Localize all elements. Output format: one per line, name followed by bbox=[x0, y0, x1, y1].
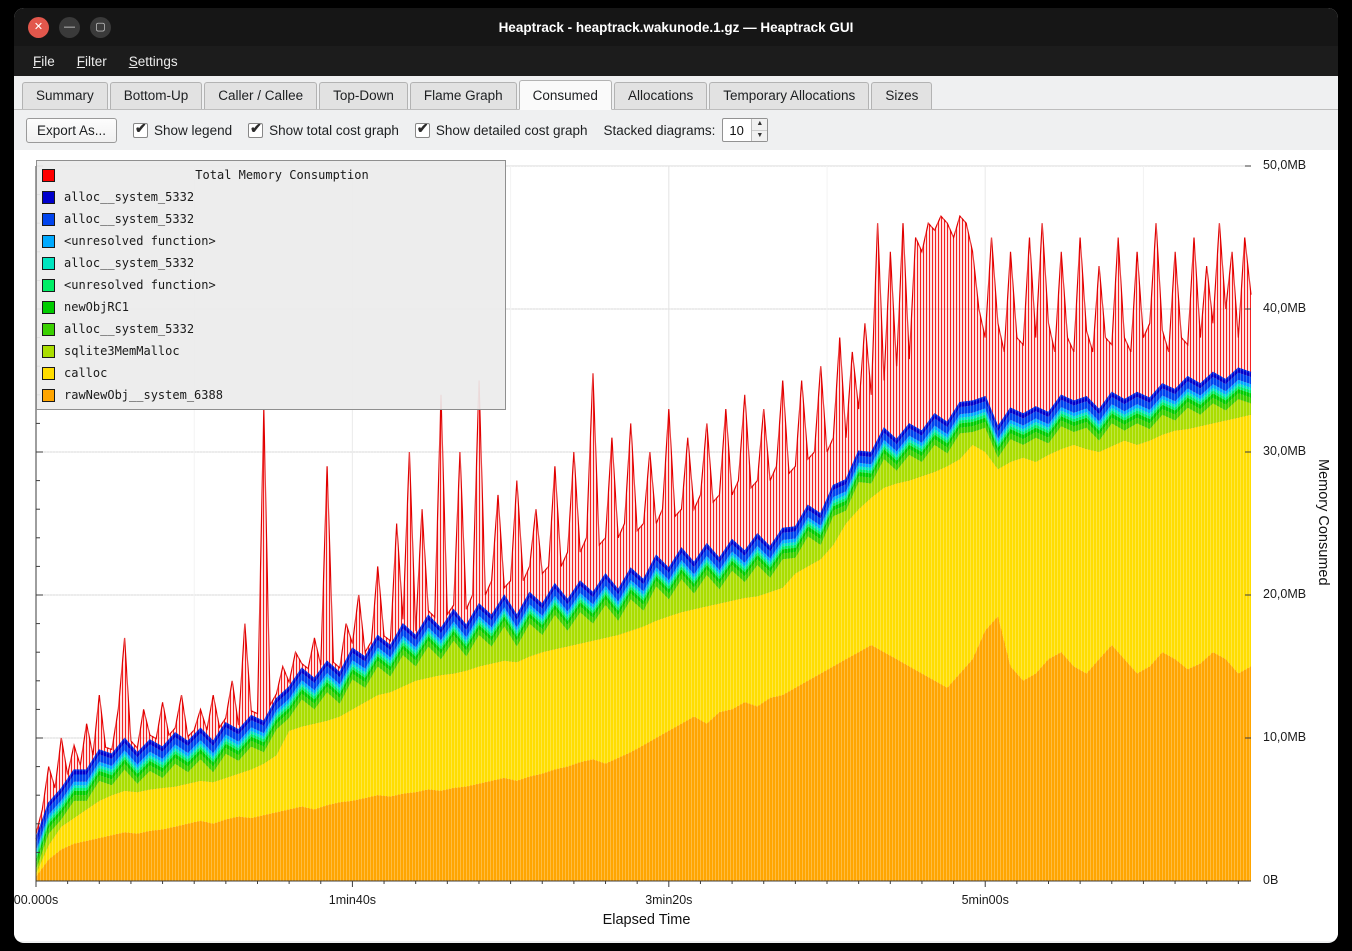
legend-title-row: Total Memory Consumption bbox=[42, 164, 500, 186]
spinner-value[interactable]: 10 bbox=[729, 122, 744, 138]
stacked-diagrams-label: Stacked diagrams: bbox=[603, 122, 716, 138]
checkbox-label: Show detailed cost graph bbox=[435, 122, 588, 138]
consumed-chart: Total Memory Consumption alloc__system_53… bbox=[14, 150, 1338, 941]
y-tick-label: 50,0MB bbox=[1263, 158, 1307, 172]
spinner-up-button[interactable]: ▲ bbox=[752, 119, 768, 131]
tab-bar: Summary Bottom-Up Caller / Callee Top-Down F… bbox=[14, 76, 1338, 110]
checkbox-box[interactable]: ✔ bbox=[414, 119, 430, 138]
menu-item-file[interactable]: File bbox=[33, 53, 55, 69]
legend-label: <unresolved function> bbox=[64, 278, 216, 292]
close-icon: ✕ bbox=[33, 20, 44, 33]
menu-item-settings[interactable]: Settings bbox=[128, 53, 178, 69]
legend-row: rawNewObj__system_6388 bbox=[42, 384, 500, 406]
y-axis-title-wrap: Memory Consumed bbox=[1315, 154, 1331, 890]
checkbox-label: Show total cost graph bbox=[269, 122, 399, 138]
legend-swatch bbox=[42, 388, 55, 402]
legend-row: newObjRC1 bbox=[42, 296, 500, 318]
legend-label: alloc__system_5332 bbox=[64, 212, 195, 226]
spinner-down-button[interactable]: ▼ bbox=[752, 130, 768, 141]
y-tick-label: 0B bbox=[1263, 873, 1279, 887]
close-button[interactable]: ✕ bbox=[28, 16, 49, 38]
toolbar: Export As... ✔ Show legend ✔ Show total cos… bbox=[14, 110, 1338, 150]
legend-label: sqlite3MemMalloc bbox=[64, 344, 180, 358]
export-as-button[interactable]: Export As... bbox=[26, 117, 118, 143]
stacked-diagrams-spinner[interactable]: 10 ▲ ▼ bbox=[722, 118, 769, 142]
window-controls: ✕ — ▢ bbox=[28, 16, 111, 38]
x-axis-tick-labels: 00.000s 1min40s 3min20s 5min00s bbox=[14, 890, 1338, 912]
legend-swatch bbox=[42, 256, 55, 270]
chart-legend: Total Memory Consumption alloc__system_53… bbox=[36, 160, 506, 410]
legend-swatch bbox=[42, 234, 55, 248]
checkbox-box[interactable]: ✔ bbox=[133, 119, 149, 138]
tab-top-down[interactable]: Top-Down bbox=[319, 82, 408, 109]
tab-consumed[interactable]: Consumed bbox=[518, 80, 612, 110]
checkbox-show-legend[interactable]: ✔ Show legend bbox=[133, 119, 233, 138]
stacked-diagrams-group: Stacked diagrams: 10 ▲ ▼ bbox=[604, 118, 769, 142]
tab-bottom-up[interactable]: Bottom-Up bbox=[109, 82, 203, 109]
legend-swatch bbox=[42, 322, 55, 336]
legend-label: alloc__system_5332 bbox=[64, 322, 195, 336]
y-tick-label: 10,0MB bbox=[1263, 730, 1307, 744]
y-tick-label: 20,0MB bbox=[1263, 587, 1307, 601]
y-axis-label: Memory Consumed bbox=[1315, 458, 1331, 586]
plot-wrap: Total Memory Consumption alloc__system_53… bbox=[34, 154, 1259, 890]
tab-summary[interactable]: Summary bbox=[22, 82, 108, 109]
legend-row: alloc__system_5332 bbox=[42, 318, 500, 340]
y-axis-tick-labels: 0B 10,0MB 20,0MB 30,0MB 40,0MB 50,0MB bbox=[1259, 154, 1315, 890]
check-icon: ✔ bbox=[416, 119, 429, 136]
x-tick-label: 1min40s bbox=[328, 893, 377, 907]
checkbox-show-total-cost-graph[interactable]: ✔ Show total cost graph bbox=[248, 119, 399, 138]
legend-row: <unresolved function> bbox=[42, 230, 500, 252]
legend-swatch bbox=[42, 168, 55, 182]
legend-row: alloc__system_5332 bbox=[42, 252, 500, 274]
legend-row: sqlite3MemMalloc bbox=[42, 340, 500, 362]
x-tick-label: 3min20s bbox=[645, 893, 693, 907]
legend-label: alloc__system_5332 bbox=[64, 256, 195, 270]
legend-swatch bbox=[42, 212, 55, 226]
minimize-icon: — bbox=[64, 20, 75, 33]
legend-label: rawNewObj__system_6388 bbox=[64, 388, 223, 402]
legend-label: calloc bbox=[64, 366, 108, 380]
y-tick-label: 30,0MB bbox=[1263, 444, 1307, 458]
checkbox-group: ✔ Show legend ✔ Show total cost graph ✔ Show … bbox=[133, 119, 588, 138]
x-axis-label: Elapsed Time bbox=[602, 912, 691, 928]
tab-sizes[interactable]: Sizes bbox=[871, 82, 933, 109]
x-tick-label: 5min00s bbox=[961, 893, 1009, 907]
legend-swatch bbox=[42, 190, 55, 204]
menu-item-filter[interactable]: Filter bbox=[76, 53, 107, 69]
legend-row: <unresolved function> bbox=[42, 274, 500, 296]
checkbox-label: Show legend bbox=[154, 122, 233, 138]
maximize-button[interactable]: ▢ bbox=[90, 16, 111, 38]
tab-flame-graph[interactable]: Flame Graph bbox=[409, 82, 517, 109]
tab-allocations[interactable]: Allocations bbox=[613, 82, 708, 109]
check-icon: ✔ bbox=[135, 119, 147, 136]
legend-row: alloc__system_5332 bbox=[42, 208, 500, 230]
heaptrack-window: ✕ — ▢ Heaptrack - heaptrack.wakunode.1.g… bbox=[14, 8, 1338, 943]
arrow-up-icon: ▲ bbox=[756, 120, 764, 128]
tab-temporary-allocations[interactable]: Temporary Allocations bbox=[709, 82, 870, 109]
arrow-down-icon: ▼ bbox=[756, 131, 764, 139]
legend-swatch bbox=[42, 278, 55, 292]
legend-row: alloc__system_5332 bbox=[42, 186, 500, 208]
menubar: File Filter Settings bbox=[14, 46, 1338, 76]
titlebar: ✕ — ▢ Heaptrack - heaptrack.wakunode.1.g… bbox=[14, 8, 1338, 46]
legend-label: Total Memory Consumption bbox=[195, 168, 369, 182]
check-icon: ✔ bbox=[250, 119, 262, 136]
checkbox-box[interactable]: ✔ bbox=[248, 119, 264, 138]
legend-label: <unresolved function> bbox=[64, 234, 216, 248]
legend-label: alloc__system_5332 bbox=[64, 190, 195, 204]
legend-swatch bbox=[42, 366, 55, 380]
window-title: Heaptrack - heaptrack.wakunode.1.gz — He… bbox=[498, 19, 854, 35]
y-tick-label: 40,0MB bbox=[1263, 301, 1307, 315]
legend-swatch bbox=[42, 300, 55, 314]
minimize-button[interactable]: — bbox=[59, 16, 80, 38]
maximize-icon: ▢ bbox=[95, 20, 106, 33]
x-tick-label: 00.000s bbox=[14, 893, 59, 907]
legend-label: newObjRC1 bbox=[64, 300, 130, 314]
legend-row: calloc bbox=[42, 362, 500, 384]
checkbox-show-detailed-cost-graph[interactable]: ✔ Show detailed cost graph bbox=[414, 119, 588, 138]
legend-swatch bbox=[42, 344, 55, 358]
tab-caller-callee[interactable]: Caller / Callee bbox=[204, 82, 318, 109]
